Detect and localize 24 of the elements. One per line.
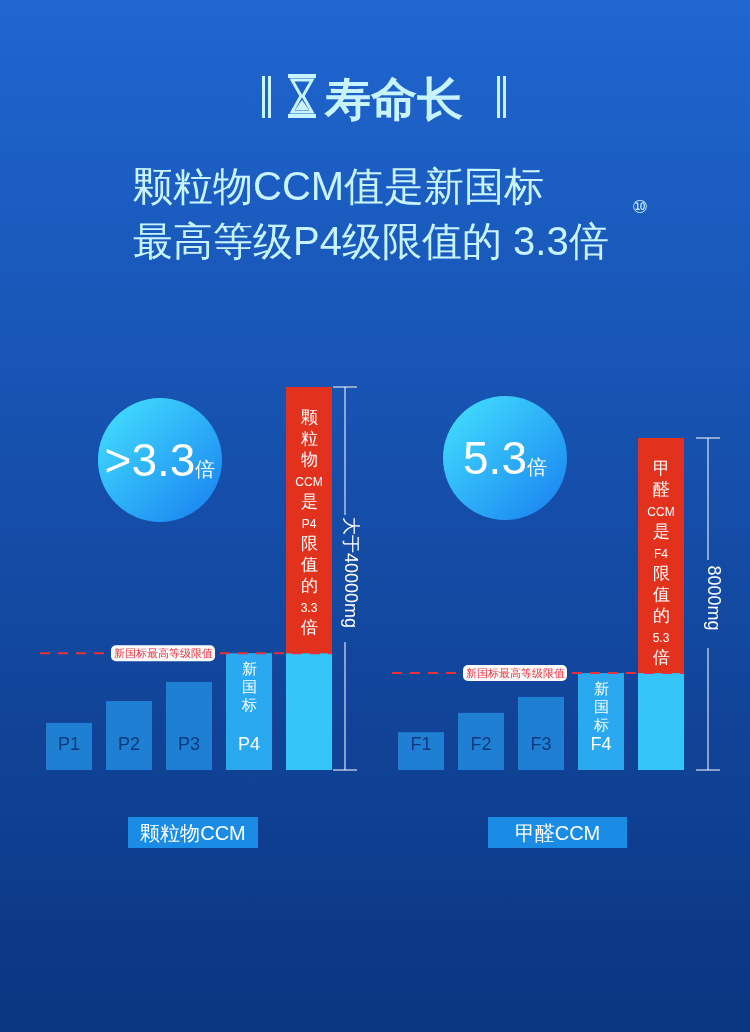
text: 大于40000mg — [341, 516, 361, 629]
x-tick-label: P4 — [237, 734, 261, 754]
text: 最高等级P4级限值的 3.3倍 — [133, 219, 609, 263]
annotation: 5.3倍 — [463, 432, 547, 484]
text: 颗粒物CCM是P4限值的3.3倍 — [295, 408, 323, 637]
x-tick-label: F1 — [410, 734, 432, 754]
x-axis-title: 颗粒物CCM — [140, 822, 246, 844]
x-tick-label: F3 — [530, 734, 552, 754]
x-tick-label: F4 — [590, 734, 612, 754]
text: 8000mg — [704, 565, 724, 631]
annotation: 新国标 — [592, 680, 609, 734]
text: ⑩ — [631, 197, 649, 217]
x-tick-label: P3 — [177, 734, 201, 754]
annotation: 新国标 — [240, 660, 257, 714]
x-tick-label: P1 — [57, 734, 81, 754]
x-axis-title: 甲醛CCM — [514, 822, 601, 844]
text: 颗粒物CCM值是新国标 — [133, 164, 545, 208]
annotation: >3.3倍 — [104, 434, 216, 486]
text: 寿命长 — [324, 73, 463, 125]
text: 甲醛CCM是F4限值的5.3倍 — [647, 459, 675, 667]
ref-line-label: 新国标最高等级限值 — [465, 667, 565, 680]
x-tick-label: F2 — [470, 734, 492, 754]
x-tick-label: P2 — [117, 734, 141, 754]
ref-line-label: 新国标最高等级限值 — [113, 647, 213, 660]
